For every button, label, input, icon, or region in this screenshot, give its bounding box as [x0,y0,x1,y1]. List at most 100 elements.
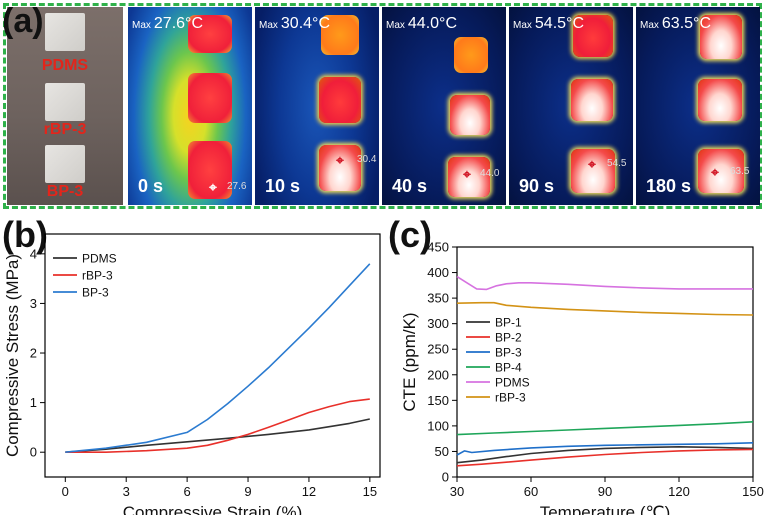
y-tick-label: 4 [30,246,37,261]
series-line-pdms [65,418,370,453]
spot-temp-value: 54.5 [607,158,627,169]
pdms-sample-image [45,13,85,51]
series-line-rbp-3 [65,398,370,453]
spot-temp-value: 27.6 [227,181,247,192]
thermal-spot-rbp3 [319,77,361,123]
x-tick-label: 90 [598,484,612,499]
chart-c-cte: 30 60 90 120 150 0 50 100 150 200 250 300 350 400 450 T… [400,240,764,516]
x-tick-label: 6 [184,484,191,499]
x-tick-label: 9 [244,484,251,499]
time-label: 180 s [646,176,692,196]
thermal-frame-180s: Max 63.5°C ⌖ 63.5 180 s [636,7,760,205]
bp3-sample-image [45,145,85,183]
thermal-frame-40s: Max 44.0°C ⌖ 44.0 40 s [382,7,506,205]
crosshair-icon: ⌖ [463,166,471,182]
legend-label-bp-2: BP-2 [495,331,522,345]
legend-label-pdms: PDMS [495,376,530,390]
crosshair-icon: ⌖ [588,156,596,172]
y-tick-label: 50 [435,444,449,459]
panel-b-letter: (b) [2,214,48,255]
series-line-bp-3 [65,263,371,453]
y-tick-label: 100 [427,418,449,433]
thermal-spot-bp3 [448,157,490,197]
max-temp-label: Max 44.0°C [386,15,457,32]
time-label: 0 s [138,176,164,196]
time-label: 10 s [265,176,301,196]
sample-label-rbp3: rBP-3 [43,121,87,138]
thermal-frame-10s: Max 30.4°C ⌖ 30.4 10 s [255,7,379,205]
thermal-frame-0s: Max 27.6°C ⌖ 27.6 0 s [128,7,252,205]
legend-label-bp-4: BP-4 [495,361,522,375]
series-line-rbp-3 [456,301,754,316]
y-tick-label: 1 [30,395,37,410]
panel-a-letter: (a) [2,2,44,40]
x-tick-label: 3 [123,484,130,499]
crosshair-icon: ⌖ [209,179,217,195]
y-tick-label: 2 [30,346,37,361]
max-temp-label: Max 54.5°C [513,15,584,32]
y-tick-label: 300 [427,316,449,331]
x-tick-label: 60 [524,484,538,499]
thermal-spot-bp3 [698,149,744,193]
series-line-bp-1 [456,446,754,464]
time-label: 90 s [519,176,555,196]
y-tick-label: 250 [427,342,449,357]
x-tick-label: 15 [363,484,377,499]
max-temp-label: Max 30.4°C [259,15,330,32]
thermal-spot-pdms [700,15,742,59]
crosshair-icon: ⌖ [336,152,344,168]
rbp3-sample-image [45,83,85,121]
legend-label-rbp-3: rBP-3 [495,391,526,405]
thermal-spot-pdms [188,15,232,53]
crosshair-icon: ⌖ [711,164,719,180]
y-tick-label: 200 [427,367,449,382]
x-axis-title: Compressive Strain (%) [123,503,303,515]
legend-label-rbp-3: rBP-3 [82,269,113,283]
y-tick-label: 3 [30,296,37,311]
sample-photo: PDMS rBP-3 BP-3 [7,7,123,205]
plot-frame [44,233,381,478]
legend-label-bp-1: BP-1 [495,316,522,330]
x-tick-label: 0 [62,484,69,499]
legend-label-pdms: PDMS [82,252,117,266]
legend-label-bp-3: BP-3 [82,286,109,300]
thermal-frame-90s: Max 54.5°C ⌖ 54.5 90 s [509,7,633,205]
y-tick-label: 400 [427,265,449,280]
time-label: 40 s [392,176,428,196]
x-axis-title: Temperature (℃) [540,503,671,515]
y-axis-title: Compressive Stress (MPa) [3,254,22,457]
thermal-spot-bp3 [319,145,361,191]
series-line-bp-4 [456,421,754,436]
thermal-spot-bp3 [188,141,232,199]
x-tick-label: 150 [742,484,764,499]
series-line-bp-2 [456,448,754,467]
y-tick-label: 0 [442,470,449,485]
thermal-spot-pdms [573,15,613,57]
panel-a-frame [3,3,762,209]
thermal-spot-rbp3 [698,79,742,121]
thermal-spot-pdms [454,37,488,73]
legend-label-bp-3: BP-3 [495,346,522,360]
x-tick-label: 120 [668,484,690,499]
spot-temp-value: 63.5 [730,166,750,177]
y-tick-label: 350 [427,291,449,306]
y-tick-label: 0 [30,445,37,460]
x-tick-label: 12 [302,484,316,499]
y-tick-label: 150 [427,393,449,408]
series-line-bp-3 [456,442,754,456]
thermal-spot-rbp3 [571,79,613,121]
panel-c-letter: (c) [388,214,432,255]
max-temp-label: Max 63.5°C [640,15,711,32]
spot-temp-value: 44.0 [480,168,500,179]
max-temp-label: Max 27.6°C [132,15,203,32]
sample-label-pdms: PDMS [41,57,89,74]
x-tick-label: 30 [450,484,464,499]
spot-temp-value: 30.4 [357,154,377,165]
y-tick-label: 450 [427,240,449,255]
thermal-spot-rbp3 [188,73,232,123]
thermal-spot-pdms [321,15,359,55]
thermal-spot-rbp3 [450,95,490,135]
thermal-spot-bp3 [571,149,615,193]
y-axis-title: CTE (ppm/K) [400,312,419,411]
